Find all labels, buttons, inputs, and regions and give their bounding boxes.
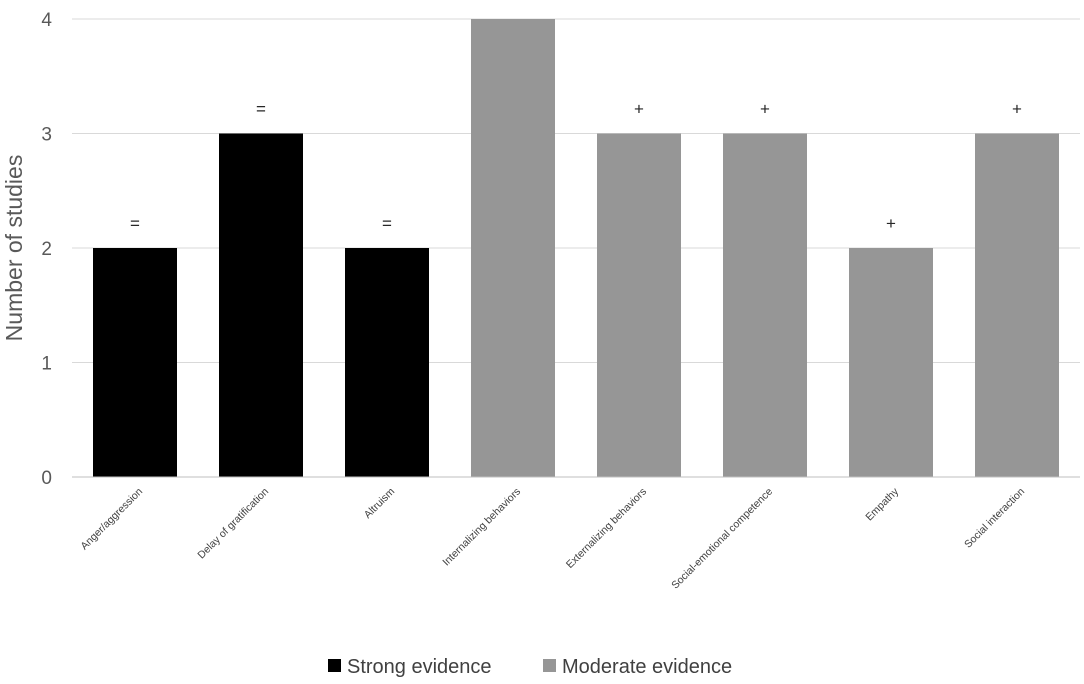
bar xyxy=(849,248,933,477)
y-tick-label: 0 xyxy=(41,468,52,489)
bar-annotation: = xyxy=(256,100,266,119)
bar-annotation: + xyxy=(508,0,518,4)
category-label: Externalizing behaviors xyxy=(564,486,649,571)
legend-entry: Moderate evidence xyxy=(562,656,732,678)
category-label: Social interaction xyxy=(962,486,1027,551)
legend-swatch xyxy=(543,659,556,672)
bar-annotation: = xyxy=(382,214,392,233)
bar xyxy=(597,133,681,477)
y-tick-label: 2 xyxy=(41,239,52,260)
bar-annotation: + xyxy=(634,100,644,119)
category-label: Altruism xyxy=(362,485,397,520)
bars xyxy=(93,19,1059,477)
bar-annotation: + xyxy=(886,214,896,233)
bar xyxy=(723,133,807,477)
bar-annotation: + xyxy=(760,100,770,119)
y-axis-label: Number of studies xyxy=(1,155,27,342)
bar xyxy=(93,248,177,477)
category-label: Internalizing behaviors xyxy=(440,486,523,569)
y-tick-label: 3 xyxy=(41,125,52,146)
bar-annotation: + xyxy=(1012,100,1022,119)
category-labels: Anger/aggression Delay of gratification Al… xyxy=(78,485,1027,591)
legend-swatch xyxy=(328,659,341,672)
y-tick-label: 4 xyxy=(41,10,52,31)
legend-entry: Strong evidence xyxy=(347,656,492,678)
bar-annotations: = = = + + + + + xyxy=(130,0,1022,233)
category-label: Empathy xyxy=(863,485,901,523)
bar xyxy=(345,248,429,477)
category-label: Social-emotional competence xyxy=(669,486,775,592)
y-axis-ticks: 0 1 2 3 4 xyxy=(41,10,52,489)
y-tick-label: 1 xyxy=(41,354,52,375)
bar xyxy=(975,133,1059,477)
legend: Strong evidence Moderate evidence xyxy=(328,656,732,678)
bar xyxy=(471,19,555,477)
category-label: Delay of gratification xyxy=(195,486,271,562)
bar xyxy=(219,133,303,477)
category-label: Anger/aggression xyxy=(78,486,145,553)
bar-annotation: = xyxy=(130,214,140,233)
